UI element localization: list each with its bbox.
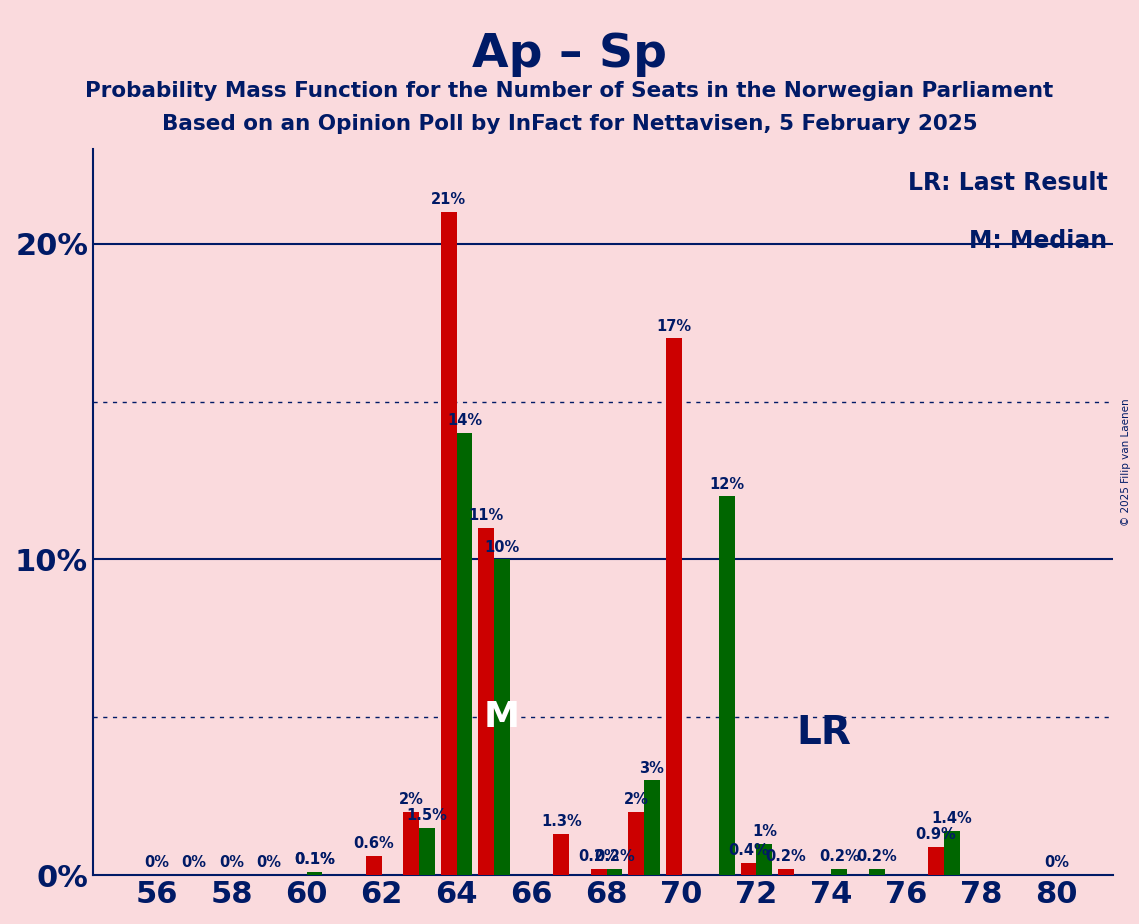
- Text: Probability Mass Function for the Number of Seats in the Norwegian Parliament: Probability Mass Function for the Number…: [85, 81, 1054, 102]
- Text: 0.2%: 0.2%: [579, 849, 620, 864]
- Bar: [591, 869, 607, 875]
- Bar: [666, 338, 681, 875]
- Text: M: M: [484, 700, 521, 735]
- Text: 0.6%: 0.6%: [353, 836, 394, 851]
- Text: 0.2%: 0.2%: [819, 849, 860, 864]
- Bar: [306, 872, 322, 875]
- Bar: [944, 831, 960, 875]
- Bar: [554, 834, 570, 875]
- Bar: [629, 812, 644, 875]
- Bar: [756, 844, 772, 875]
- Text: 3%: 3%: [639, 760, 664, 775]
- Bar: [494, 559, 510, 875]
- Bar: [457, 433, 473, 875]
- Text: 11%: 11%: [468, 508, 503, 523]
- Text: © 2025 Filip van Laenen: © 2025 Filip van Laenen: [1121, 398, 1131, 526]
- Text: 0.2%: 0.2%: [595, 849, 634, 864]
- Text: M: Median: M: Median: [969, 229, 1107, 253]
- Text: Ap – Sp: Ap – Sp: [472, 32, 667, 78]
- Text: LR: Last Result: LR: Last Result: [908, 171, 1107, 195]
- Text: 0%: 0%: [182, 856, 206, 870]
- Text: 1.5%: 1.5%: [407, 808, 448, 823]
- Bar: [419, 828, 435, 875]
- Text: 0%: 0%: [1043, 856, 1068, 870]
- Bar: [644, 781, 659, 875]
- Text: 21%: 21%: [432, 192, 466, 207]
- Bar: [719, 496, 735, 875]
- Text: 12%: 12%: [710, 477, 745, 492]
- Bar: [740, 862, 756, 875]
- Text: 14%: 14%: [446, 413, 482, 429]
- Text: 1.3%: 1.3%: [541, 814, 582, 830]
- Bar: [366, 857, 382, 875]
- Text: 0.1%: 0.1%: [294, 852, 335, 868]
- Text: 0.1%: 0.1%: [294, 852, 335, 868]
- Bar: [778, 869, 794, 875]
- Text: 1%: 1%: [752, 824, 777, 839]
- Bar: [831, 869, 847, 875]
- Text: 0.2%: 0.2%: [857, 849, 898, 864]
- Text: 0.4%: 0.4%: [728, 843, 769, 857]
- Bar: [403, 812, 419, 875]
- Text: 2%: 2%: [624, 792, 648, 808]
- Text: LR: LR: [796, 714, 852, 752]
- Text: 0.2%: 0.2%: [765, 849, 806, 864]
- Text: 0%: 0%: [145, 856, 170, 870]
- Text: 2%: 2%: [399, 792, 424, 808]
- Bar: [869, 869, 885, 875]
- Text: 0.9%: 0.9%: [916, 827, 957, 842]
- Text: 10%: 10%: [484, 540, 519, 554]
- Bar: [607, 869, 622, 875]
- Bar: [928, 846, 944, 875]
- Text: Based on an Opinion Poll by InFact for Nettavisen, 5 February 2025: Based on an Opinion Poll by InFact for N…: [162, 114, 977, 134]
- Bar: [478, 528, 494, 875]
- Bar: [441, 213, 457, 875]
- Text: 0%: 0%: [256, 856, 281, 870]
- Text: 1.4%: 1.4%: [932, 811, 973, 826]
- Text: 17%: 17%: [656, 319, 691, 334]
- Text: 0%: 0%: [219, 856, 244, 870]
